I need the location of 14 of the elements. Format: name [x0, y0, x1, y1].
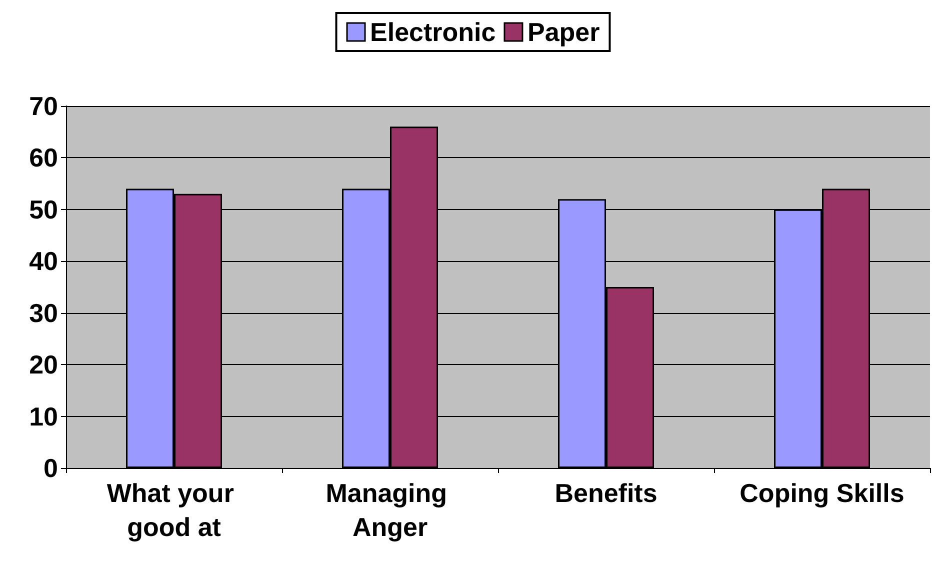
- y-tick-label: 10: [29, 401, 58, 432]
- legend-label: Electronic: [370, 17, 496, 47]
- y-tick-label: 40: [29, 246, 58, 276]
- legend-label: Paper: [527, 17, 600, 47]
- y-tick-label: 70: [29, 91, 58, 121]
- y-tick-label: 30: [29, 298, 58, 328]
- y-tick-label: 20: [29, 350, 58, 380]
- y-tick-label: 60: [29, 142, 58, 173]
- y-tick-label: 0: [44, 453, 58, 483]
- x-tick-label: What your good at: [106, 478, 242, 542]
- y-tick-label: 50: [29, 194, 58, 224]
- x-tick-label: Coping Skills: [740, 478, 904, 508]
- x-tick-label: Benefits: [554, 478, 658, 508]
- x-tick-label: Managing Anger: [326, 478, 454, 542]
